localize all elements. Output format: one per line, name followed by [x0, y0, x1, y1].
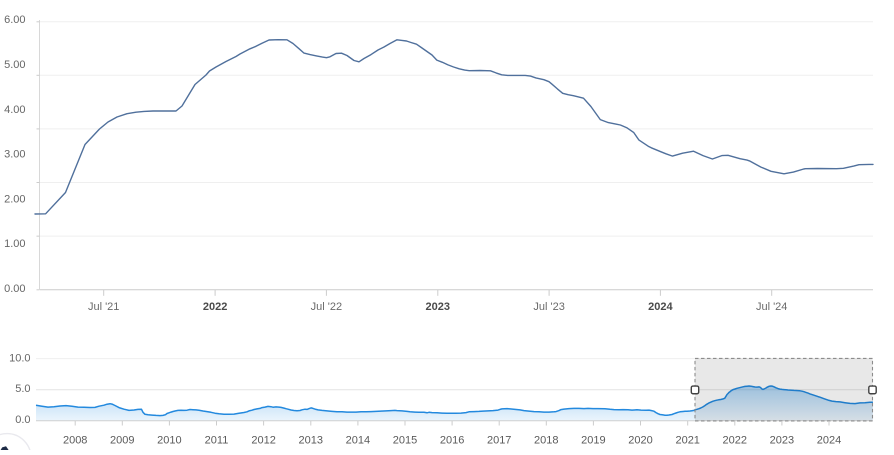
svg-text:Jul '21: Jul '21	[88, 301, 119, 313]
svg-text:2024: 2024	[817, 435, 841, 447]
svg-text:2012: 2012	[251, 435, 275, 447]
svg-text:2011: 2011	[205, 435, 229, 447]
svg-text:2020: 2020	[628, 435, 652, 447]
svg-text:0.0: 0.0	[15, 414, 30, 426]
svg-text:2009: 2009	[110, 435, 134, 447]
svg-text:4.00: 4.00	[4, 104, 25, 116]
svg-text:1.00: 1.00	[4, 238, 25, 250]
svg-text:2018: 2018	[534, 435, 558, 447]
svg-text:2.00: 2.00	[4, 193, 25, 205]
svg-text:2015: 2015	[393, 435, 417, 447]
svg-text:2008: 2008	[63, 435, 87, 447]
svg-text:5.0: 5.0	[15, 383, 30, 395]
svg-text:2021: 2021	[675, 435, 699, 447]
svg-text:5.00: 5.00	[4, 59, 25, 71]
svg-text:Jul '23: Jul '23	[533, 301, 564, 313]
svg-text:2022: 2022	[203, 301, 227, 313]
svg-text:2010: 2010	[157, 435, 181, 447]
svg-text:2023: 2023	[770, 435, 794, 447]
svg-text:2017: 2017	[487, 435, 511, 447]
svg-text:Jul '24: Jul '24	[756, 301, 787, 313]
svg-text:2023: 2023	[426, 301, 450, 313]
svg-text:10.0: 10.0	[9, 353, 30, 365]
svg-text:2014: 2014	[346, 435, 370, 447]
svg-text:Jul '22: Jul '22	[311, 301, 342, 313]
svg-text:3.00: 3.00	[4, 149, 25, 161]
svg-text:0.00: 0.00	[4, 283, 25, 295]
svg-text:2022: 2022	[723, 435, 747, 447]
svg-text:6.00: 6.00	[4, 14, 25, 26]
svg-text:2013: 2013	[299, 435, 323, 447]
svg-text:2019: 2019	[581, 435, 605, 447]
svg-text:2016: 2016	[440, 435, 464, 447]
svg-text:2024: 2024	[648, 301, 673, 313]
